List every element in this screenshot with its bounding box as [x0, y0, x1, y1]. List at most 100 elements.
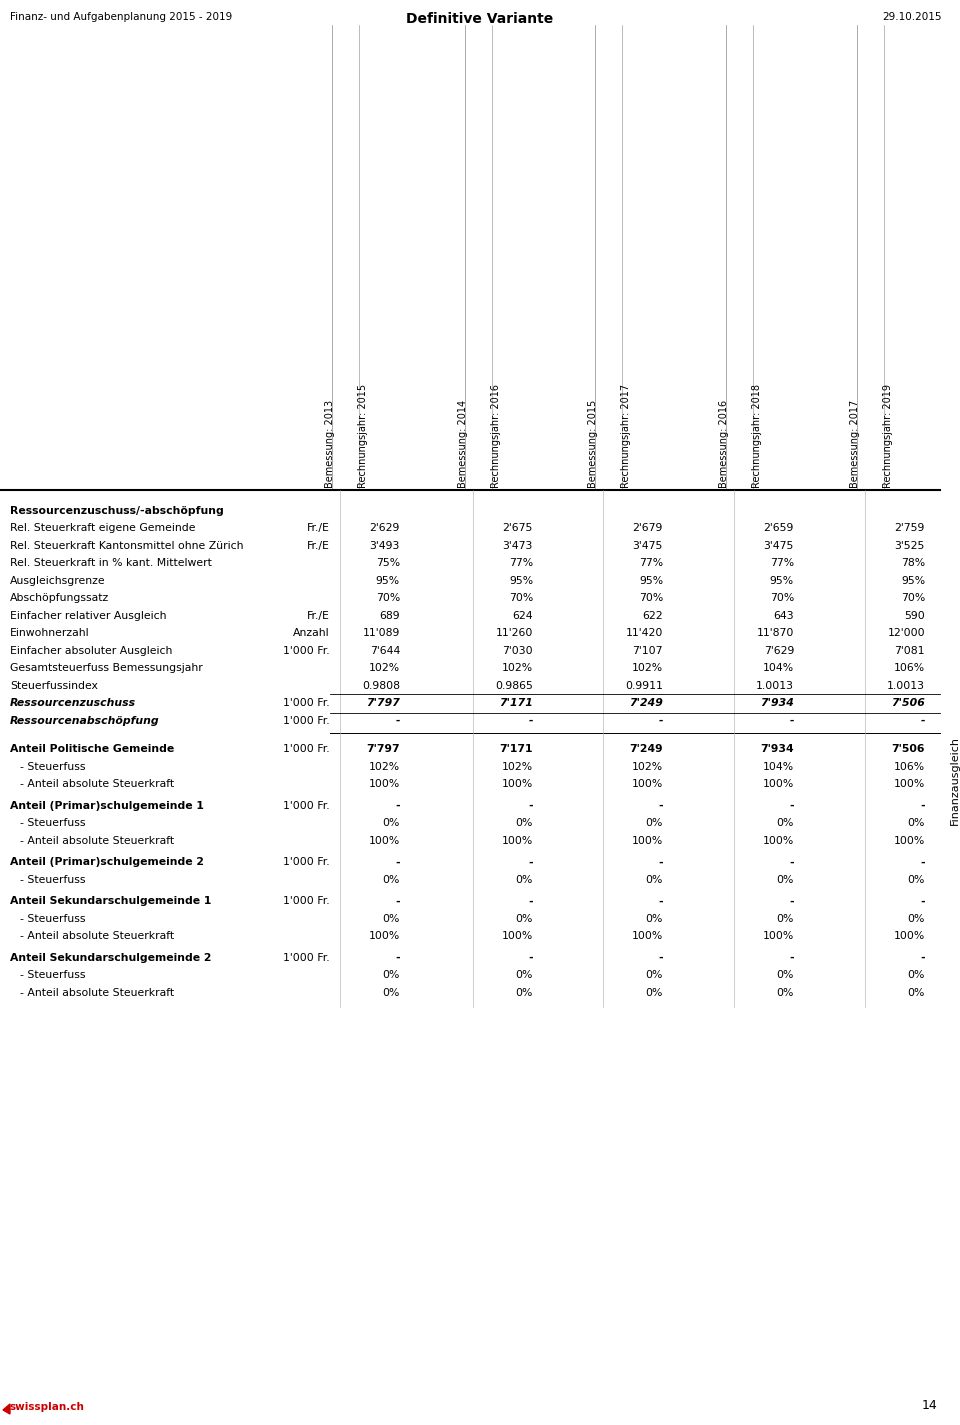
Text: 0%: 0% [516, 988, 533, 998]
Text: 2'629: 2'629 [370, 523, 400, 533]
Text: -: - [528, 858, 533, 868]
Text: Rel. Steuerkraft Kantonsmittel ohne Zürich: Rel. Steuerkraft Kantonsmittel ohne Züri… [10, 540, 244, 550]
Text: -: - [789, 715, 794, 725]
Text: 100%: 100% [763, 932, 794, 942]
Text: Einfacher relativer Ausgleich: Einfacher relativer Ausgleich [10, 611, 166, 621]
Text: 14: 14 [922, 1399, 937, 1412]
Text: Rechnungsjahr: 2017: Rechnungsjahr: 2017 [621, 383, 631, 487]
Text: 7'249: 7'249 [629, 698, 663, 708]
Text: 0%: 0% [907, 988, 925, 998]
Text: -: - [921, 953, 925, 963]
Text: 102%: 102% [502, 762, 533, 772]
Text: -: - [789, 953, 794, 963]
Text: 1'000 Fr.: 1'000 Fr. [283, 858, 330, 868]
Text: 70%: 70% [770, 593, 794, 603]
Text: 77%: 77% [509, 559, 533, 569]
Text: - Steuerfuss: - Steuerfuss [20, 875, 85, 885]
Text: 70%: 70% [638, 593, 663, 603]
Text: 106%: 106% [894, 663, 925, 673]
Text: 70%: 70% [509, 593, 533, 603]
Text: 7'934: 7'934 [760, 698, 794, 708]
Text: 7'171: 7'171 [499, 744, 533, 754]
Text: - Anteil absolute Steuerkraft: - Anteil absolute Steuerkraft [20, 779, 174, 789]
Text: 95%: 95% [900, 576, 925, 586]
Text: -: - [396, 896, 400, 906]
Text: 0%: 0% [907, 818, 925, 828]
Text: 100%: 100% [502, 835, 533, 846]
Text: 100%: 100% [894, 932, 925, 942]
Text: -: - [528, 953, 533, 963]
Text: Finanzausgleich: Finanzausgleich [950, 735, 960, 825]
Text: 0%: 0% [516, 913, 533, 923]
Text: 1'000 Fr.: 1'000 Fr. [283, 953, 330, 963]
Text: 100%: 100% [894, 779, 925, 789]
Text: 78%: 78% [900, 559, 925, 569]
Text: 0%: 0% [646, 818, 663, 828]
Text: -: - [396, 801, 400, 811]
Text: -: - [789, 801, 794, 811]
Text: 100%: 100% [632, 932, 663, 942]
Text: 0%: 0% [646, 913, 663, 923]
Text: 100%: 100% [369, 932, 400, 942]
Text: 95%: 95% [509, 576, 533, 586]
Text: 0%: 0% [777, 818, 794, 828]
Text: 0%: 0% [383, 970, 400, 980]
Text: 0%: 0% [383, 988, 400, 998]
Text: 7'797: 7'797 [366, 698, 400, 708]
Text: 1'000 Fr.: 1'000 Fr. [283, 801, 330, 811]
Text: 0%: 0% [907, 913, 925, 923]
Text: 12'000: 12'000 [887, 628, 925, 638]
Text: 0%: 0% [907, 875, 925, 885]
Text: 7'506: 7'506 [892, 744, 925, 754]
Text: 11'260: 11'260 [495, 628, 533, 638]
Text: Bemessung: 2014: Bemessung: 2014 [458, 400, 468, 487]
Text: 590: 590 [904, 611, 925, 621]
Text: -: - [659, 858, 663, 868]
Text: 104%: 104% [763, 762, 794, 772]
Text: -: - [921, 715, 925, 725]
Text: 7'506: 7'506 [891, 698, 925, 708]
Text: 7'030: 7'030 [502, 646, 533, 656]
Text: -: - [921, 801, 925, 811]
Text: Anteil Politische Gemeinde: Anteil Politische Gemeinde [10, 744, 175, 754]
Text: -: - [921, 896, 925, 906]
Text: 7'081: 7'081 [895, 646, 925, 656]
Text: 100%: 100% [632, 835, 663, 846]
Text: 95%: 95% [638, 576, 663, 586]
Text: Rel. Steuerkraft eigene Gemeinde: Rel. Steuerkraft eigene Gemeinde [10, 523, 196, 533]
Text: -: - [789, 896, 794, 906]
Text: Anteil (Primar)schulgemeinde 1: Anteil (Primar)schulgemeinde 1 [10, 801, 204, 811]
Text: 100%: 100% [632, 779, 663, 789]
Text: Bemessung: 2015: Bemessung: 2015 [588, 400, 598, 487]
Text: 689: 689 [379, 611, 400, 621]
Text: Einwohnerzahl: Einwohnerzahl [10, 628, 89, 638]
Text: -: - [396, 715, 400, 725]
Text: 1.0013: 1.0013 [756, 681, 794, 691]
Text: 77%: 77% [638, 559, 663, 569]
Text: Bemessung: 2017: Bemessung: 2017 [850, 400, 860, 487]
Text: 0%: 0% [907, 970, 925, 980]
Text: 622: 622 [642, 611, 663, 621]
Text: - Steuerfuss: - Steuerfuss [20, 818, 85, 828]
Text: 102%: 102% [369, 663, 400, 673]
Text: 7'797: 7'797 [367, 744, 400, 754]
Text: 11'420: 11'420 [626, 628, 663, 638]
Text: Finanz- und Aufgabenplanung 2015 - 2019: Finanz- und Aufgabenplanung 2015 - 2019 [10, 11, 232, 21]
Text: Anteil Sekundarschulgemeinde 1: Anteil Sekundarschulgemeinde 1 [10, 896, 211, 906]
Text: 0.9808: 0.9808 [362, 681, 400, 691]
Text: 0.9911: 0.9911 [625, 681, 663, 691]
Text: 95%: 95% [770, 576, 794, 586]
Text: Fr./E: Fr./E [307, 540, 330, 550]
Text: -: - [921, 858, 925, 868]
Text: -: - [528, 896, 533, 906]
Text: 3'493: 3'493 [370, 540, 400, 550]
Text: Rechnungsjahr: 2015: Rechnungsjahr: 2015 [358, 383, 368, 487]
Text: 0%: 0% [646, 875, 663, 885]
Text: 0%: 0% [516, 818, 533, 828]
Text: 104%: 104% [763, 663, 794, 673]
Text: 75%: 75% [376, 559, 400, 569]
Text: - Steuerfuss: - Steuerfuss [20, 970, 85, 980]
Text: 0.9865: 0.9865 [495, 681, 533, 691]
Text: - Anteil absolute Steuerkraft: - Anteil absolute Steuerkraft [20, 835, 174, 846]
Text: 2'679: 2'679 [633, 523, 663, 533]
